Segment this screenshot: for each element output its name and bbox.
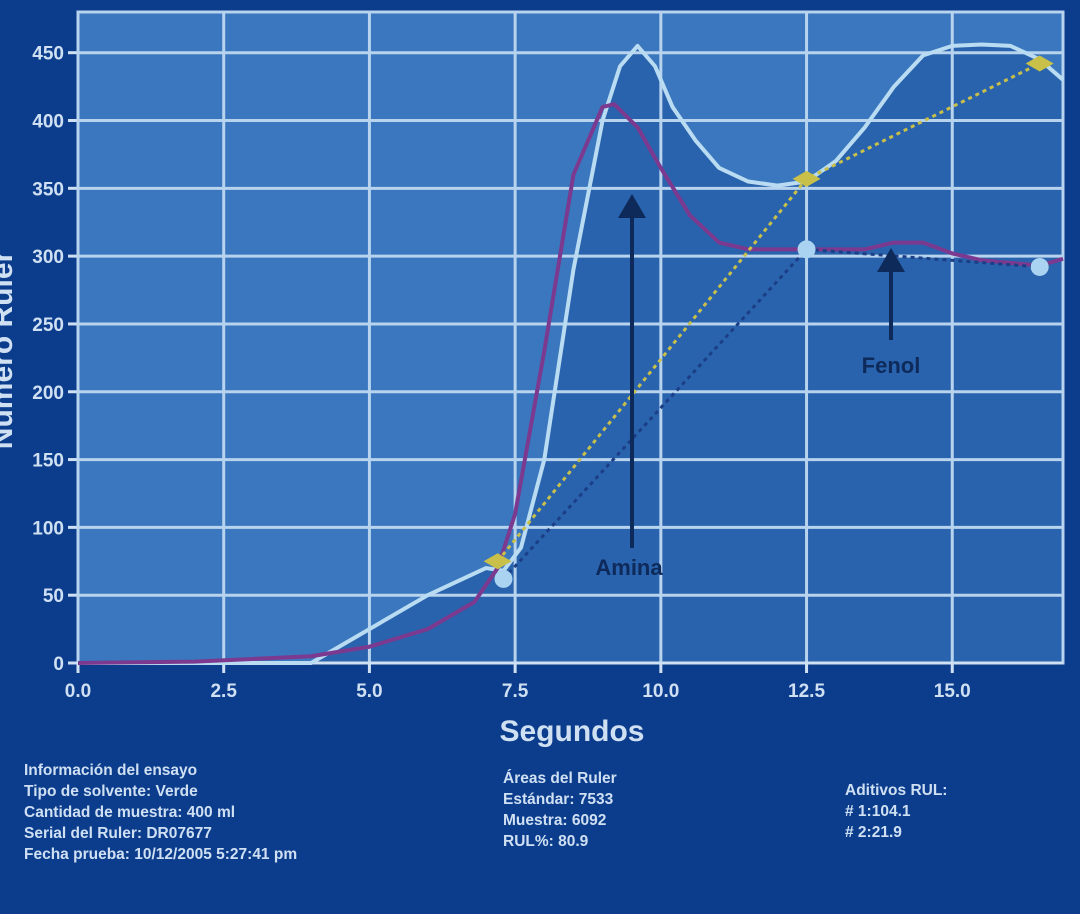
annotation: Amina — [595, 555, 663, 580]
marker — [797, 240, 816, 259]
line — [77, 102, 1064, 665]
marker — [483, 553, 512, 570]
y-tick-label: 50 — [43, 586, 64, 607]
line — [502, 247, 1040, 580]
info-text: Tipo de solvente: Verde — [24, 783, 198, 800]
x-tick-label: 2.5 — [210, 681, 237, 702]
marker — [1025, 55, 1054, 72]
x-tick-label: 10.0 — [642, 681, 679, 702]
y-tick-label: 300 — [32, 247, 64, 268]
y-axis-title: Número Ruler — [0, 250, 19, 449]
info-text: Información del ensayo — [24, 762, 197, 779]
marker — [494, 569, 513, 588]
x-tick-label: 12.5 — [788, 681, 825, 702]
info-text: Estándar: 7533 — [503, 791, 614, 808]
y-tick-label: 100 — [32, 518, 64, 539]
info-text: Aditivos RUL: — [845, 782, 947, 799]
area — [78, 44, 1063, 664]
x-axis-title: Segundos — [499, 715, 644, 748]
x-tick-label: 15.0 — [934, 681, 971, 702]
info-text: Áreas del Ruler — [503, 770, 617, 787]
plot — [68, 10, 1065, 673]
info-text: RUL%: 80.9 — [503, 833, 589, 850]
y-tick-label: 150 — [32, 451, 64, 472]
x-tick-label: 5.0 — [356, 681, 382, 702]
info-text: Fecha prueba: 10/12/2005 5:27:41 pm — [24, 846, 297, 863]
y-tick-label: 250 — [32, 315, 64, 336]
marker — [792, 170, 821, 187]
arrow-head — [618, 194, 646, 218]
y-tick-label: 200 — [32, 383, 64, 404]
y-tick-label: 450 — [32, 44, 64, 65]
arrow-head — [877, 248, 905, 272]
x-tick-label: 0.0 — [65, 681, 91, 702]
info-text: Muestra: 6092 — [503, 812, 606, 829]
info-text: Cantidad de muestra: 400 ml — [24, 804, 235, 821]
info-text: # 1:104.1 — [845, 803, 911, 820]
info-text: Serial del Ruler: DR07677 — [24, 825, 212, 842]
y-tick-label: 400 — [32, 112, 64, 133]
info-text: # 2:21.9 — [845, 824, 902, 841]
marker — [1030, 257, 1049, 276]
y-tick-label: 350 — [32, 179, 64, 200]
y-tick-label: 0 — [53, 654, 64, 675]
x-tick-label: 7.5 — [502, 681, 529, 702]
annotation: Fenol — [862, 353, 921, 378]
annotations: Amina Fenol — [595, 194, 920, 580]
